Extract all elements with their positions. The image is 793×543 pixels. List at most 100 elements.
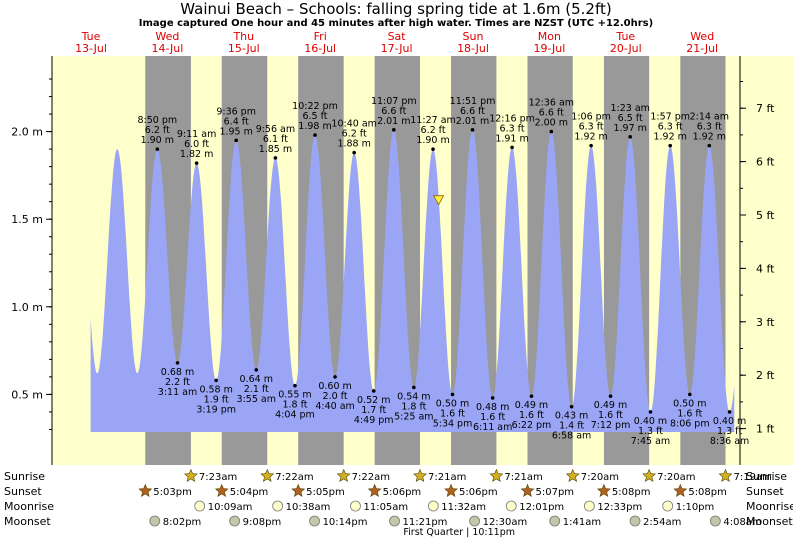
high-tide-m: 1.92 m — [574, 132, 607, 143]
high-tide-time: 9:11 am — [177, 129, 216, 140]
high-tide-dot — [707, 143, 712, 148]
low-tide-m: 0.50 m — [673, 398, 706, 409]
sun-icon — [336, 468, 351, 482]
low-tide-m: 0.55 m — [278, 390, 311, 401]
sun-icon — [718, 468, 733, 482]
low-tide-m: 0.54 m — [397, 391, 430, 402]
row-label-left: Sunrise — [4, 470, 45, 483]
low-tide-m: 0.48 m — [476, 402, 509, 413]
low-tide-m: 0.43 m — [555, 411, 588, 422]
sunrise-time: 7:22am — [352, 472, 390, 483]
low-tide-time: 4:49 pm — [354, 415, 394, 426]
high-tide-m: 1.98 m — [298, 121, 331, 132]
low-tide-dot — [254, 368, 259, 372]
sun-icon — [673, 483, 688, 497]
low-tide-ft: 1.6 ft — [677, 408, 702, 419]
moonrise-icon — [505, 500, 517, 512]
day-name: Wed — [155, 30, 179, 43]
axes: 0.5 m 1.0 m 1.5 m 2.0 m 1 ft 2 ft 3 ft 4 ft 5 ft… — [11, 56, 775, 465]
moonset-icon — [629, 515, 641, 527]
moonrise-time: 10:09am — [208, 502, 253, 513]
high-tide-time: 10:22 pm — [292, 101, 338, 112]
sun-icon — [183, 468, 198, 482]
low-tide-dot — [371, 389, 376, 393]
moonset-icon — [709, 515, 721, 527]
low-tide-time: 8:06 pm — [670, 418, 710, 429]
low-tide-dot — [529, 394, 534, 398]
low-tide-ft: 1.6 ft — [480, 412, 505, 423]
low-tide-dot — [648, 410, 653, 414]
high-tide-dot — [668, 143, 673, 148]
high-tide-ft: 6.3 ft — [500, 123, 525, 134]
chart-title: Wainui Beach – Schools: falling spring t… — [180, 0, 611, 18]
moonrise-time: 12:33pm — [597, 502, 642, 513]
low-tide-ft: 1.8 ft — [282, 400, 307, 411]
moonrise-icon — [350, 500, 361, 512]
row-label-right: Moonset — [746, 515, 793, 528]
left-tick-label: 2.0 m — [11, 126, 43, 139]
sunrise-time: 7:20am — [657, 472, 695, 483]
low-tide-dot — [175, 361, 180, 365]
row-label-left: Moonrise — [4, 500, 54, 513]
high-tide-m: 1.85 m — [259, 144, 292, 155]
high-tide-dot — [549, 129, 554, 134]
current-level-marker — [432, 195, 445, 206]
day-name: Sun — [463, 30, 484, 43]
sun-icon — [489, 468, 504, 482]
low-tide-time: 7:12 pm — [591, 420, 631, 431]
low-tide-dot — [450, 392, 455, 397]
high-tide-m: 1.88 m — [337, 139, 370, 150]
low-tide-m: 0.58 m — [199, 384, 232, 395]
low-tide-time: 3:11 am — [158, 387, 197, 398]
moonset-time: 4:08am — [723, 517, 761, 528]
high-tide-ft: 6.2 ft — [342, 129, 367, 140]
sun-icon — [596, 483, 611, 497]
high-tide-time: 1:23 am — [610, 103, 649, 114]
low-tide-time: 8:36 am — [710, 436, 749, 447]
moonset-icon — [309, 515, 320, 527]
sun-icon — [291, 483, 306, 497]
sunset-time: 5:07pm — [535, 487, 574, 498]
low-tide-time: 4:40 am — [315, 401, 354, 412]
right-tick-label: 1 ft — [756, 423, 775, 436]
row-label-left: Moonset — [4, 515, 51, 528]
day-name: Thu — [232, 30, 254, 43]
date-header: Tue13-JulWed14-JulThu15-JulFri16-JulSat1… — [75, 30, 718, 55]
moonset-icon — [549, 515, 561, 527]
moonrise-icon — [194, 500, 206, 512]
low-tide-time: 3:19 pm — [196, 404, 236, 415]
moonset-icon — [389, 515, 400, 527]
right-tick-label: 6 ft — [756, 156, 775, 169]
left-tick-label: 0.5 m — [11, 388, 43, 401]
sun-icon — [367, 483, 382, 497]
low-tide-ft: 1.8 ft — [401, 401, 426, 412]
high-tide-time: 1:06 pm — [571, 112, 611, 123]
sun-icon — [520, 483, 535, 497]
sunrise-time: 7:21am — [428, 472, 466, 483]
low-tide-ft: 1.6 ft — [440, 408, 465, 419]
low-tide-dot — [569, 404, 574, 409]
high-tide-time: 2:14 am — [690, 112, 729, 123]
low-tide-m: 0.40 m — [634, 416, 667, 427]
moonrise-time: 10:38am — [286, 502, 331, 513]
low-tide-ft: 2.0 ft — [323, 391, 348, 402]
day-date: 16-Jul — [304, 42, 336, 55]
high-tide-dot — [273, 156, 278, 160]
sunset-time: 5:04pm — [230, 487, 269, 498]
sunrise-time: 7:21am — [504, 472, 542, 483]
moonset-icon — [149, 515, 161, 527]
low-tide-dot — [333, 375, 337, 379]
tide-labels: 8:50 pm6.2 ft1.90 m0.68 m2.2 ft3:11 am9:… — [137, 96, 749, 447]
moonrise-time: 12:01pm — [519, 502, 564, 513]
sunrise-time: 7:20am — [581, 472, 619, 483]
low-tide-ft: 1.4 ft — [559, 421, 584, 432]
high-tide-m: 1.95 m — [219, 126, 252, 137]
sun-icon — [642, 468, 657, 482]
low-tide-dot — [214, 378, 218, 383]
day-name: Fri — [314, 30, 327, 43]
low-tide-m: 0.49 m — [594, 400, 627, 411]
high-tide-ft: 6.0 ft — [184, 139, 209, 150]
high-tide-dot — [589, 143, 593, 148]
day-name: Mon — [538, 30, 561, 43]
